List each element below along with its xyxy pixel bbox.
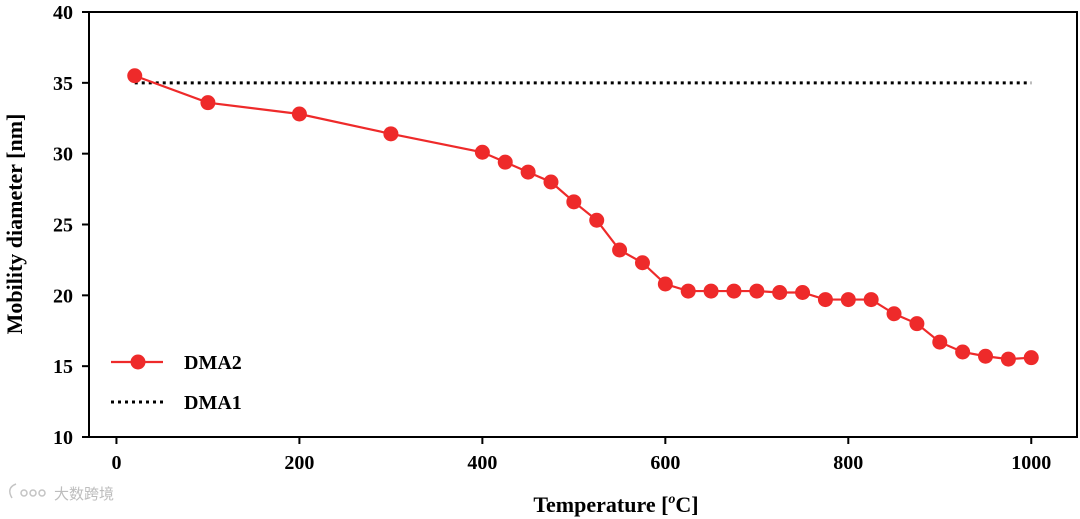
y-tick-label: 15	[53, 356, 73, 378]
y-tick-label: 35	[53, 73, 73, 95]
x-tick-label: 800	[833, 452, 863, 474]
data-point-dma2	[726, 283, 742, 299]
x-tick-label: 1000	[1011, 452, 1051, 474]
data-point-dma2	[291, 106, 307, 122]
data-point-dma2	[909, 316, 925, 332]
y-axis-title: Mobility diameter [nm]	[2, 114, 27, 335]
data-point-dma2	[840, 292, 856, 308]
data-point-dma2	[863, 292, 879, 308]
y-tick-label: 10	[53, 427, 73, 449]
y-tick-label: 30	[53, 144, 73, 166]
x-tick-label: 400	[467, 452, 497, 474]
data-point-dma2	[680, 283, 696, 299]
y-tick-label: 25	[53, 215, 73, 237]
ellipsis-icon	[9, 483, 46, 499]
x-axis-title: Temperature [oC]	[533, 492, 698, 517]
y-tick-label: 40	[53, 2, 73, 24]
data-point-dma2	[657, 276, 673, 292]
x-tick-label: 200	[284, 452, 314, 474]
data-point-dma2	[383, 126, 399, 142]
data-point-dma2	[543, 174, 559, 190]
data-point-dma2	[127, 68, 143, 84]
data-point-dma2	[932, 334, 948, 350]
data-point-dma2	[749, 283, 765, 299]
data-point-dma2	[634, 255, 650, 271]
legend-label-dma1: DMA1	[184, 392, 242, 414]
data-point-dma2	[200, 95, 216, 111]
watermark: 大数跨境	[9, 483, 114, 503]
x-tick-label: 600	[650, 452, 680, 474]
data-point-dma2	[497, 154, 513, 170]
data-point-dma2	[612, 242, 628, 258]
data-point-dma2	[817, 292, 833, 308]
data-point-dma2	[1000, 351, 1016, 367]
watermark-text: 大数跨境	[54, 485, 114, 503]
data-point-dma2	[520, 164, 536, 180]
data-point-dma2	[978, 348, 994, 364]
x-tick-label: 0	[111, 452, 121, 474]
data-point-dma2	[886, 306, 902, 322]
data-point-dma2	[795, 285, 811, 300]
y-tick-label: 20	[53, 285, 73, 307]
data-point-dma2	[474, 144, 490, 160]
data-point-dma2	[703, 283, 719, 299]
legend: DMA2 DMA1	[111, 352, 242, 414]
data-point-dma2	[955, 344, 971, 360]
legend-marker-dma2	[130, 354, 146, 370]
data-point-dma2	[589, 212, 605, 228]
data-point-dma2	[566, 194, 582, 210]
data-point-dma2	[772, 285, 788, 300]
data-point-dma2	[1023, 350, 1039, 366]
legend-label-dma2: DMA2	[184, 352, 242, 374]
